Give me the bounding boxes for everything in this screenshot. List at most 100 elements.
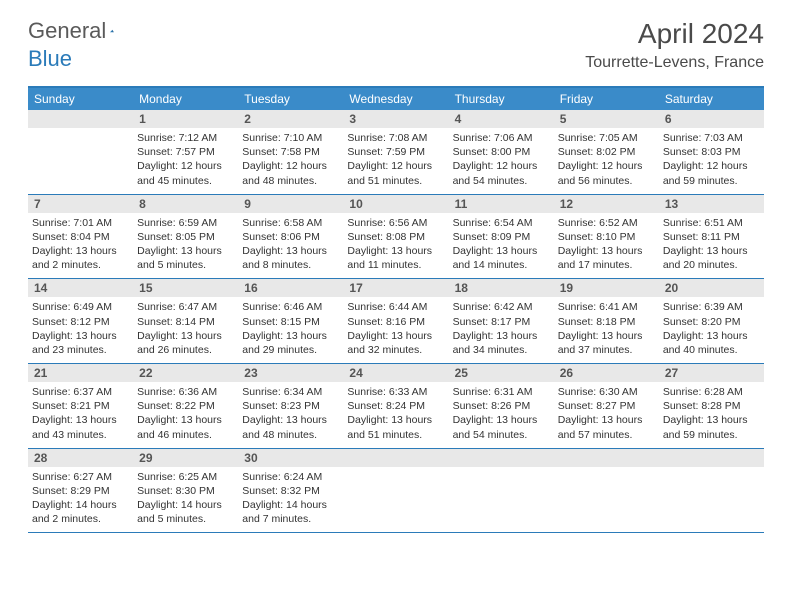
sunrise-line: Sunrise: 6:39 AM [663, 300, 760, 314]
week-row: 28Sunrise: 6:27 AMSunset: 8:29 PMDayligh… [28, 449, 764, 534]
daylight-line: Daylight: 13 hours and 34 minutes. [453, 329, 550, 357]
daylight-line: Daylight: 12 hours and 56 minutes. [558, 159, 655, 187]
sunset-line: Sunset: 8:14 PM [137, 315, 234, 329]
day-cell: 4Sunrise: 7:06 AMSunset: 8:00 PMDaylight… [449, 110, 554, 194]
day-number: 18 [449, 279, 554, 297]
daylight-line: Daylight: 12 hours and 45 minutes. [137, 159, 234, 187]
daylight-line: Daylight: 13 hours and 57 minutes. [558, 413, 655, 441]
sunset-line: Sunset: 8:02 PM [558, 145, 655, 159]
day-cell: 19Sunrise: 6:41 AMSunset: 8:18 PMDayligh… [554, 279, 659, 363]
month-title: April 2024 [585, 18, 764, 50]
daylight-line: Daylight: 13 hours and 51 minutes. [347, 413, 444, 441]
day-cell: 14Sunrise: 6:49 AMSunset: 8:12 PMDayligh… [28, 279, 133, 363]
sunrise-line: Sunrise: 7:05 AM [558, 131, 655, 145]
calendar: SundayMondayTuesdayWednesdayThursdayFrid… [28, 86, 764, 533]
day-cell: 24Sunrise: 6:33 AMSunset: 8:24 PMDayligh… [343, 364, 448, 448]
day-cell: 18Sunrise: 6:42 AMSunset: 8:17 PMDayligh… [449, 279, 554, 363]
day-cell: 22Sunrise: 6:36 AMSunset: 8:22 PMDayligh… [133, 364, 238, 448]
day-number [449, 449, 554, 467]
title-block: April 2024 Tourrette-Levens, France [585, 18, 764, 72]
day-number [554, 449, 659, 467]
day-cell: 8Sunrise: 6:59 AMSunset: 8:05 PMDaylight… [133, 195, 238, 279]
sunrise-line: Sunrise: 7:08 AM [347, 131, 444, 145]
sunset-line: Sunset: 7:58 PM [242, 145, 339, 159]
day-number: 19 [554, 279, 659, 297]
daylight-line: Daylight: 12 hours and 54 minutes. [453, 159, 550, 187]
day-header-thursday: Thursday [449, 88, 554, 110]
daylight-line: Daylight: 14 hours and 5 minutes. [137, 498, 234, 526]
sunrise-line: Sunrise: 7:03 AM [663, 131, 760, 145]
logo-text-blue: Blue [28, 46, 72, 72]
logo-triangle-icon [110, 22, 114, 40]
sunset-line: Sunset: 8:15 PM [242, 315, 339, 329]
sunset-line: Sunset: 8:11 PM [663, 230, 760, 244]
day-number: 21 [28, 364, 133, 382]
sunset-line: Sunset: 8:32 PM [242, 484, 339, 498]
day-cell: 29Sunrise: 6:25 AMSunset: 8:30 PMDayligh… [133, 449, 238, 533]
day-number: 27 [659, 364, 764, 382]
sunset-line: Sunset: 8:04 PM [32, 230, 129, 244]
sunrise-line: Sunrise: 7:12 AM [137, 131, 234, 145]
sunrise-line: Sunrise: 6:28 AM [663, 385, 760, 399]
sunrise-line: Sunrise: 6:46 AM [242, 300, 339, 314]
daylight-line: Daylight: 13 hours and 43 minutes. [32, 413, 129, 441]
sunset-line: Sunset: 8:26 PM [453, 399, 550, 413]
day-header-saturday: Saturday [659, 88, 764, 110]
sunset-line: Sunset: 8:08 PM [347, 230, 444, 244]
day-number: 20 [659, 279, 764, 297]
daylight-line: Daylight: 13 hours and 17 minutes. [558, 244, 655, 272]
sunrise-line: Sunrise: 6:30 AM [558, 385, 655, 399]
day-number: 4 [449, 110, 554, 128]
day-number: 5 [554, 110, 659, 128]
day-cell: 15Sunrise: 6:47 AMSunset: 8:14 PMDayligh… [133, 279, 238, 363]
day-header-sunday: Sunday [28, 88, 133, 110]
sunrise-line: Sunrise: 6:54 AM [453, 216, 550, 230]
sunset-line: Sunset: 8:12 PM [32, 315, 129, 329]
daylight-line: Daylight: 13 hours and 14 minutes. [453, 244, 550, 272]
day-cell: 26Sunrise: 6:30 AMSunset: 8:27 PMDayligh… [554, 364, 659, 448]
sunrise-line: Sunrise: 6:44 AM [347, 300, 444, 314]
daylight-line: Daylight: 13 hours and 5 minutes. [137, 244, 234, 272]
day-cell: 21Sunrise: 6:37 AMSunset: 8:21 PMDayligh… [28, 364, 133, 448]
sunset-line: Sunset: 8:16 PM [347, 315, 444, 329]
sunset-line: Sunset: 8:03 PM [663, 145, 760, 159]
day-number: 1 [133, 110, 238, 128]
sunset-line: Sunset: 8:00 PM [453, 145, 550, 159]
sunset-line: Sunset: 8:10 PM [558, 230, 655, 244]
sunrise-line: Sunrise: 6:56 AM [347, 216, 444, 230]
logo-text-general: General [28, 18, 106, 44]
sunset-line: Sunset: 8:22 PM [137, 399, 234, 413]
sunrise-line: Sunrise: 6:51 AM [663, 216, 760, 230]
day-cell: 7Sunrise: 7:01 AMSunset: 8:04 PMDaylight… [28, 195, 133, 279]
daylight-line: Daylight: 13 hours and 40 minutes. [663, 329, 760, 357]
day-cell: 6Sunrise: 7:03 AMSunset: 8:03 PMDaylight… [659, 110, 764, 194]
day-number: 6 [659, 110, 764, 128]
day-cell: 2Sunrise: 7:10 AMSunset: 7:58 PMDaylight… [238, 110, 343, 194]
sunset-line: Sunset: 8:23 PM [242, 399, 339, 413]
week-row: 1Sunrise: 7:12 AMSunset: 7:57 PMDaylight… [28, 110, 764, 195]
day-number: 3 [343, 110, 448, 128]
sunset-line: Sunset: 7:57 PM [137, 145, 234, 159]
day-cell: 27Sunrise: 6:28 AMSunset: 8:28 PMDayligh… [659, 364, 764, 448]
location-label: Tourrette-Levens, France [585, 54, 764, 72]
sunset-line: Sunset: 8:09 PM [453, 230, 550, 244]
daylight-line: Daylight: 13 hours and 29 minutes. [242, 329, 339, 357]
sunrise-line: Sunrise: 7:10 AM [242, 131, 339, 145]
day-number: 28 [28, 449, 133, 467]
header: General April 2024 Tourrette-Levens, Fra… [0, 0, 792, 78]
day-cell: 12Sunrise: 6:52 AMSunset: 8:10 PMDayligh… [554, 195, 659, 279]
daylight-line: Daylight: 12 hours and 48 minutes. [242, 159, 339, 187]
daylight-line: Daylight: 13 hours and 32 minutes. [347, 329, 444, 357]
sunrise-line: Sunrise: 6:42 AM [453, 300, 550, 314]
day-number: 29 [133, 449, 238, 467]
day-cell [28, 110, 133, 194]
sunset-line: Sunset: 8:24 PM [347, 399, 444, 413]
day-cell: 28Sunrise: 6:27 AMSunset: 8:29 PMDayligh… [28, 449, 133, 533]
day-number: 9 [238, 195, 343, 213]
sunrise-line: Sunrise: 6:59 AM [137, 216, 234, 230]
day-cell: 23Sunrise: 6:34 AMSunset: 8:23 PMDayligh… [238, 364, 343, 448]
day-header-wednesday: Wednesday [343, 88, 448, 110]
sunrise-line: Sunrise: 6:24 AM [242, 470, 339, 484]
sunset-line: Sunset: 8:29 PM [32, 484, 129, 498]
day-header-friday: Friday [554, 88, 659, 110]
